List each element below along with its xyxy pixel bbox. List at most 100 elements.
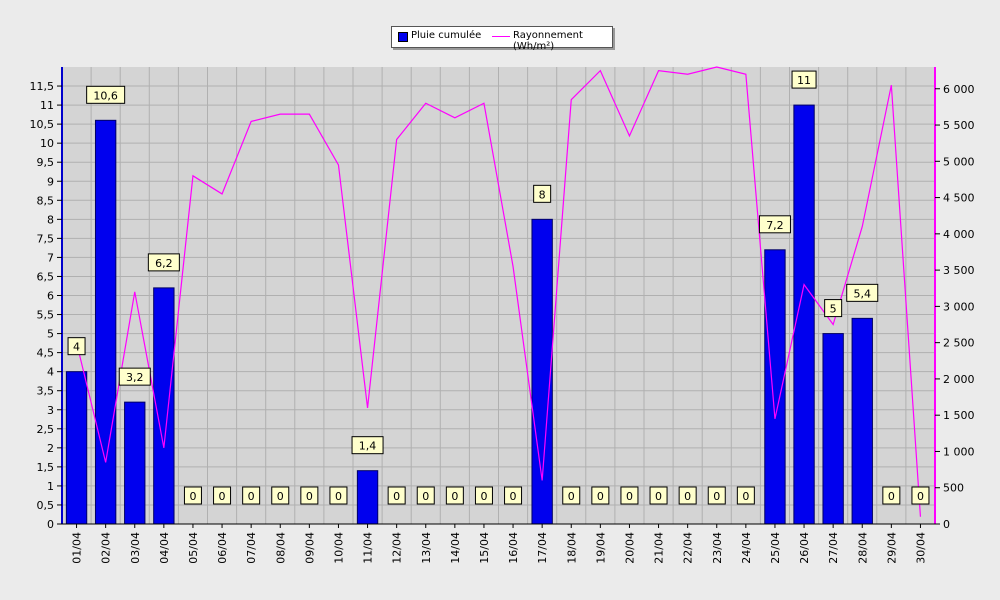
right-tick-label: 4 500 xyxy=(943,192,975,205)
data-label-20/04: 0 xyxy=(620,486,639,505)
data-label-text: 6,2 xyxy=(155,257,173,270)
data-label-text: 0 xyxy=(480,490,487,503)
data-label-text: 11 xyxy=(797,74,811,87)
x-tick-label: 26/04 xyxy=(798,532,811,564)
left-tick-label: 5 xyxy=(47,328,54,341)
data-label-box xyxy=(387,486,406,505)
bar-11/04 xyxy=(356,470,379,525)
data-label-text: 0 xyxy=(568,490,575,503)
left-tick-label: 7 xyxy=(47,251,54,264)
legend: Pluie cumulée Rayonnement (Wh/m²) xyxy=(391,26,613,52)
x-tick-label: 12/04 xyxy=(391,532,404,564)
x-tick-label: 16/04 xyxy=(507,532,520,564)
data-label-01/04: 4 xyxy=(67,337,86,356)
data-label-19/04: 0 xyxy=(591,486,610,505)
data-label-box xyxy=(329,486,348,505)
x-tick-label: 24/04 xyxy=(740,532,753,564)
data-label-29/04: 0 xyxy=(882,486,901,505)
data-label-box xyxy=(736,486,755,505)
data-label-25/04: 7,2 xyxy=(758,215,791,234)
data-label-box xyxy=(882,486,901,505)
x-tick-label: 21/04 xyxy=(653,532,666,564)
data-label-box xyxy=(86,85,126,104)
bar-04/04 xyxy=(153,287,175,525)
left-tick-label: 3 xyxy=(47,404,54,417)
data-label-24/04: 0 xyxy=(736,486,755,505)
data-label-text: 0 xyxy=(306,490,313,503)
legend-label-radiation: Rayonnement (Wh/m²) xyxy=(513,30,583,52)
data-label-box xyxy=(445,486,464,505)
x-tick-label: 25/04 xyxy=(769,532,782,564)
data-label-text: 0 xyxy=(510,490,517,503)
left-tick-label: 5,5 xyxy=(37,309,55,322)
data-label-07/04: 0 xyxy=(242,486,261,505)
data-label-box xyxy=(118,367,151,386)
bar-26/04 xyxy=(793,104,815,525)
right-tick-label: 5 000 xyxy=(943,155,975,168)
data-label-04/04: 6,2 xyxy=(147,253,180,272)
data-label-15/04: 0 xyxy=(474,486,493,505)
line-series xyxy=(75,66,922,517)
data-label-box xyxy=(533,184,552,203)
data-label-box xyxy=(678,486,697,505)
x-tick-label: 17/04 xyxy=(536,532,549,564)
data-label-text: 3,2 xyxy=(126,371,144,384)
x-tick-label: 14/04 xyxy=(449,532,462,564)
x-tick-label: 27/04 xyxy=(827,532,840,564)
data-label-text: 0 xyxy=(219,490,226,503)
left-tick-label: 4 xyxy=(47,366,54,379)
data-label-02/04: 10,6 xyxy=(86,85,126,104)
data-label-box xyxy=(504,486,523,505)
right-tick-label: 500 xyxy=(943,482,964,495)
left-tick-label: 6 xyxy=(47,290,54,303)
data-label-09/04: 0 xyxy=(300,486,319,505)
data-label-text: 0 xyxy=(335,490,342,503)
left-tick-label: 1 xyxy=(47,480,54,493)
data-label-text: 10,6 xyxy=(93,89,118,102)
data-label-box xyxy=(791,70,817,89)
x-tick-label: 07/04 xyxy=(245,532,258,564)
data-label-box xyxy=(271,486,290,505)
right-tick-label: 2 000 xyxy=(943,373,975,386)
data-label-box xyxy=(591,486,610,505)
data-label-text: 0 xyxy=(393,490,400,503)
data-label-26/04: 11 xyxy=(791,70,817,89)
right-tick-label: 1 500 xyxy=(943,409,975,422)
data-label-text: 0 xyxy=(451,490,458,503)
left-tick-label: 3,5 xyxy=(37,385,55,398)
data-label-box xyxy=(707,486,726,505)
x-tick-label: 13/04 xyxy=(420,532,433,564)
left-tick-label: 7,5 xyxy=(37,232,55,245)
x-tick-label: 01/04 xyxy=(71,532,84,564)
right-tick-label: 4 000 xyxy=(943,228,975,241)
data-label-11/04: 1,4 xyxy=(351,436,384,455)
legend-swatch-bar xyxy=(398,32,408,42)
radiation-line xyxy=(75,66,922,517)
data-label-text: 0 xyxy=(888,490,895,503)
right-tick-label: 2 500 xyxy=(943,337,975,350)
x-tick-label: 06/04 xyxy=(216,532,229,564)
bar-03/04 xyxy=(124,401,146,525)
x-tick-label: 20/04 xyxy=(623,532,636,564)
left-tick-label: 8,5 xyxy=(37,194,55,207)
data-label-text: 0 xyxy=(277,490,284,503)
left-tick-label: 10 xyxy=(40,137,54,150)
right-tick-label: 5 500 xyxy=(943,119,975,132)
bar-28/04 xyxy=(851,317,873,525)
data-label-text: 0 xyxy=(189,490,196,503)
data-label-06/04: 0 xyxy=(213,486,232,505)
left-tick-label: 0,5 xyxy=(37,499,55,512)
data-label-text: 0 xyxy=(917,490,924,503)
x-tick-label: 23/04 xyxy=(711,532,724,564)
data-label-box xyxy=(649,486,668,505)
left-tick-label: 9 xyxy=(47,175,54,188)
left-tick-label: 8 xyxy=(47,213,54,226)
data-label-box xyxy=(846,283,879,302)
left-tick-label: 10,5 xyxy=(30,118,55,131)
left-tick-label: 6,5 xyxy=(37,270,55,283)
data-label-22/04: 0 xyxy=(678,486,697,505)
x-tick-label: 08/04 xyxy=(274,532,287,564)
data-label-text: 0 xyxy=(655,490,662,503)
data-label-23/04: 0 xyxy=(707,486,726,505)
